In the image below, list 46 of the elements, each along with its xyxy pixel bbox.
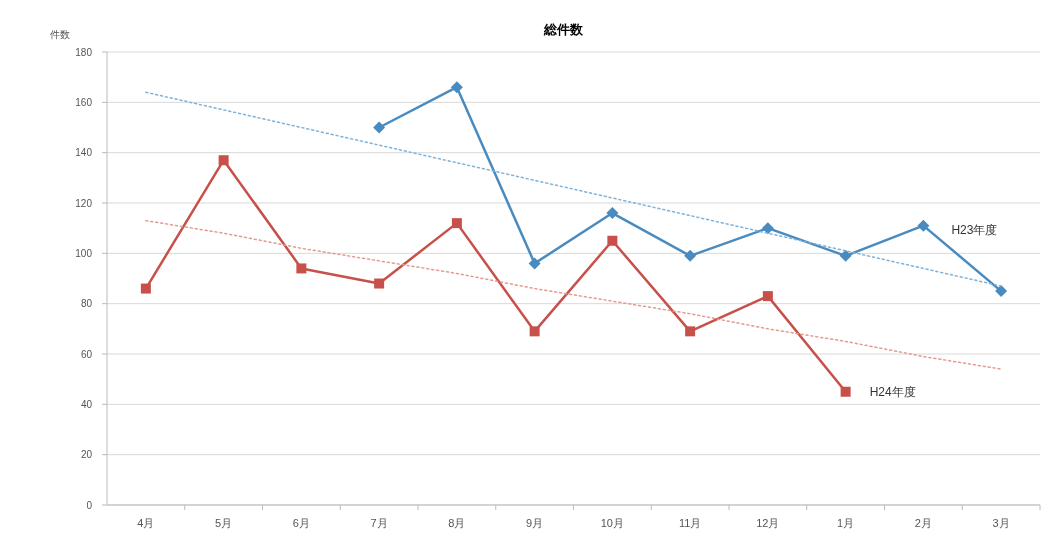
series-label: H24年度: [869, 384, 916, 399]
y-tick-label: 0: [86, 499, 93, 511]
y-tick-label: 120: [75, 197, 93, 209]
x-tick-label: 4月: [137, 516, 155, 529]
x-tick-label: 2月: [914, 516, 932, 529]
x-tick-label: 10月: [600, 516, 624, 529]
point: [528, 257, 541, 270]
x-tick-label: 3月: [992, 516, 1010, 529]
y-tick-label: 160: [75, 96, 93, 108]
x-tick-label: 5月: [215, 516, 233, 529]
point: [451, 218, 462, 229]
point: [218, 155, 229, 166]
y-tick-label: 140: [75, 147, 93, 159]
x-tick-label: 12月: [756, 516, 780, 529]
y-tick-label: 40: [80, 398, 93, 410]
x-tick-label: 8月: [448, 516, 466, 529]
y-tick-label: 100: [75, 247, 93, 259]
y-axis-title: 件数: [50, 29, 70, 40]
point: [374, 278, 385, 289]
x-tick-label: 1月: [837, 516, 855, 529]
point: [762, 291, 773, 302]
x-tick-label: 11月: [678, 516, 702, 529]
point: [529, 326, 540, 337]
y-tick-label: 80: [80, 298, 93, 310]
point: [685, 326, 696, 337]
point: [607, 235, 618, 246]
point: [840, 386, 851, 397]
x-tick-label: 6月: [292, 516, 310, 529]
point: [373, 121, 386, 134]
y-tick-label: 180: [75, 46, 93, 58]
x-tick-label: 7月: [370, 516, 388, 529]
point: [839, 249, 852, 262]
y-tick-label: 20: [80, 449, 93, 461]
series-label: H23年度: [951, 222, 998, 237]
point: [684, 249, 697, 262]
point: [296, 263, 307, 274]
y-tick-label: 60: [80, 348, 93, 360]
point: [917, 219, 930, 232]
x-tick-label: 9月: [526, 516, 544, 529]
point: [140, 283, 151, 294]
point: [606, 207, 619, 220]
point: [761, 222, 774, 235]
point: [995, 285, 1008, 298]
chart-title: 総件数: [543, 22, 584, 37]
point: [450, 81, 463, 94]
line-series: [145, 219, 1002, 370]
